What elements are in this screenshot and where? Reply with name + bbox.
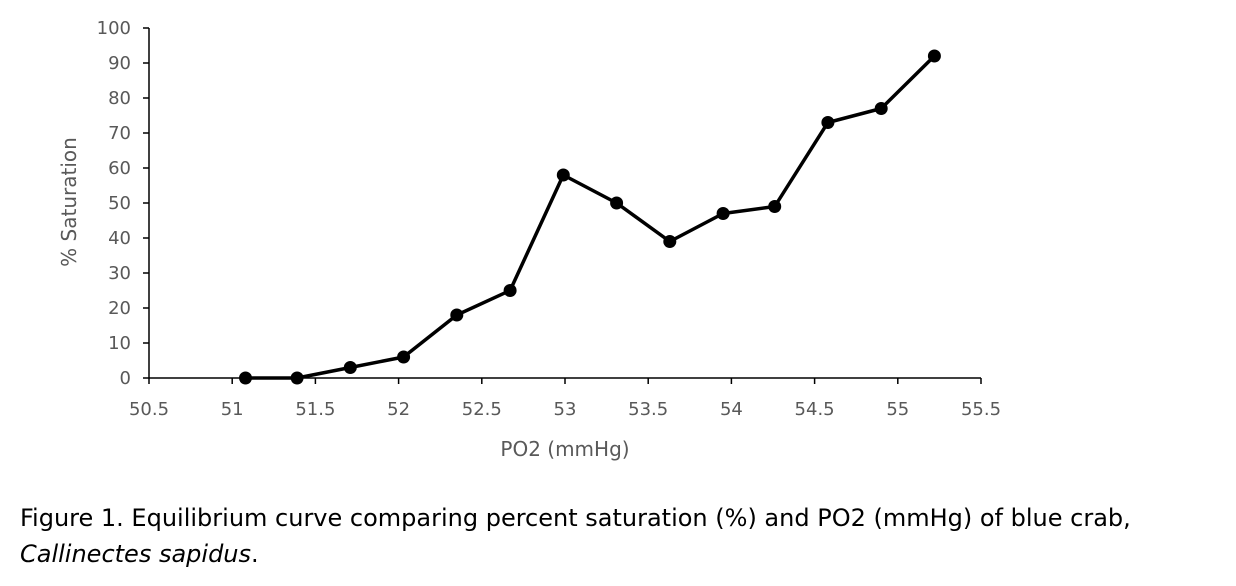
data-point [610,196,624,210]
data-point [716,207,730,220]
series-layer [239,49,941,385]
x-tick-label: 50.5 [129,399,169,420]
x-tick-label: 55.5 [961,399,1001,420]
x-axis: 50.5 51 51.5 52 52.5 53 53.5 54 54.5 55 55.5 [129,377,1001,420]
x-tick-label: 55 [886,399,909,420]
caption-text: Figure 1. Equilibrium curve comparing pe… [20,504,1131,532]
y-tick-label: 10 [108,333,131,354]
x-tick-label: 53 [554,399,577,420]
y-tick-label: 40 [108,228,131,249]
y-tick-label: 100 [97,18,131,39]
y-tick-label: 30 [108,263,131,284]
caption-end: . [251,540,259,568]
y-tick-label: 70 [108,123,131,144]
data-point [397,350,411,364]
y-tick-label: 0 [120,368,131,389]
y-tick-label: 60 [108,158,131,179]
x-axis-title: PO2 (mmHg) [500,437,629,461]
data-point [556,168,570,182]
series-line [245,54,936,380]
x-tick-label: 54 [720,399,743,420]
data-point [927,49,941,63]
data-point [874,102,888,115]
x-tick-label: 54.5 [795,399,835,420]
data-point [663,235,677,248]
caption-species: Callinectes sapidus [20,540,252,568]
x-tick-label: 51.5 [295,399,335,420]
y-axis: 0 10 20 30 40 50 60 70 80 90 100 [97,18,150,389]
data-point [768,200,782,213]
y-tick-label: 20 [108,298,131,319]
y-axis-title: % Saturation [57,137,81,267]
data-point [239,371,252,385]
data-point [290,371,304,385]
data-point [821,116,835,129]
data-point [450,308,464,322]
x-tick-label: 52 [387,399,410,420]
y-tick-label: 50 [108,193,131,214]
x-tick-label: 52.5 [462,399,502,420]
data-point [503,284,517,297]
chart: 0 10 20 30 40 50 60 70 80 90 100 50.5 51 51.5 52 52.5 5… [57,18,1001,461]
x-tick-label: 51 [221,399,244,420]
x-tick-label: 53.5 [628,399,668,420]
data-point [343,361,357,374]
y-tick-label: 90 [108,53,131,74]
y-tick-label: 80 [108,88,131,109]
figure-caption: Figure 1. Equilibrium curve comparing pe… [20,500,1220,572]
